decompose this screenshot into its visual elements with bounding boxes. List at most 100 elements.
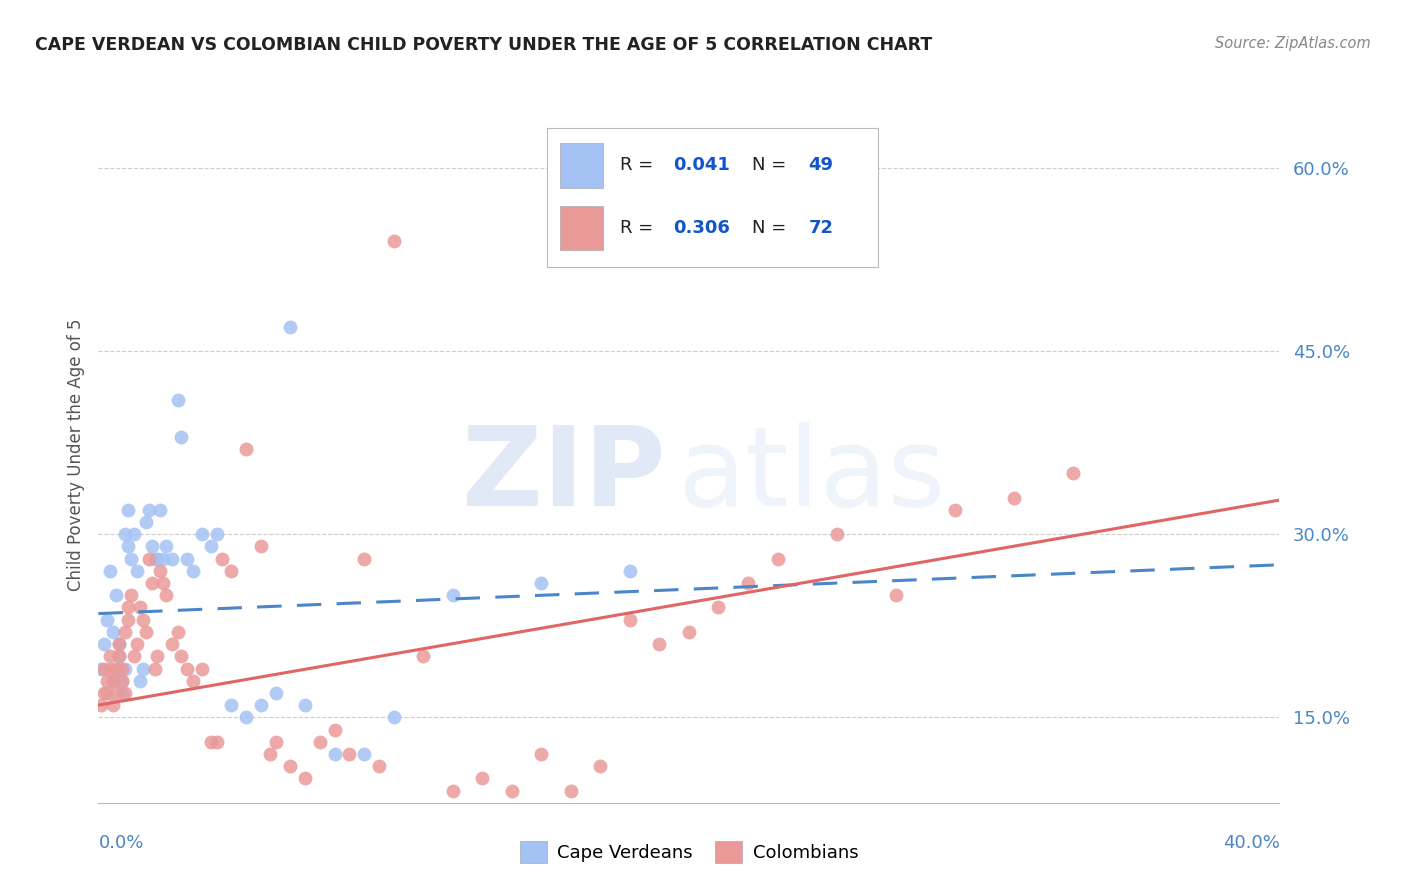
Text: 40.0%: 40.0%	[1223, 834, 1279, 852]
Point	[530, 576, 553, 591]
Point	[162, 637, 183, 651]
Point	[149, 503, 172, 517]
Point	[181, 564, 204, 578]
Point	[176, 551, 198, 566]
Point	[117, 600, 139, 615]
Point	[264, 735, 287, 749]
Text: ZIP: ZIP	[463, 422, 665, 529]
Point	[103, 624, 125, 639]
Point	[884, 588, 907, 602]
Point	[138, 551, 160, 566]
Point	[737, 576, 759, 591]
Point	[125, 637, 148, 651]
Point	[560, 783, 582, 797]
Point	[648, 637, 671, 651]
Point	[108, 637, 131, 651]
Point	[105, 661, 128, 675]
Point	[294, 698, 316, 713]
Point	[264, 686, 287, 700]
Point	[103, 673, 125, 688]
Point	[128, 673, 150, 688]
Point	[90, 698, 112, 713]
Point	[1062, 467, 1084, 481]
Point	[382, 235, 405, 249]
Point	[105, 588, 128, 602]
Point	[353, 551, 375, 566]
Point	[501, 783, 523, 797]
Point	[943, 503, 966, 517]
Point	[146, 551, 169, 566]
Point	[120, 551, 142, 566]
Point	[191, 527, 214, 541]
Point	[108, 649, 131, 664]
Point	[155, 588, 177, 602]
Point	[132, 661, 155, 675]
Point	[125, 564, 148, 578]
Point	[678, 624, 700, 639]
Point	[93, 661, 115, 675]
Point	[200, 735, 222, 749]
Point	[825, 527, 848, 541]
Point	[441, 588, 464, 602]
Point	[93, 637, 115, 651]
Point	[250, 698, 273, 713]
Point	[114, 686, 136, 700]
Point	[103, 673, 125, 688]
Point	[93, 686, 115, 700]
Point	[162, 551, 183, 566]
Point	[114, 527, 136, 541]
Point	[200, 540, 222, 554]
Point	[98, 564, 121, 578]
Point	[235, 710, 257, 724]
Point	[90, 661, 112, 675]
Point	[120, 588, 142, 602]
Point	[141, 576, 163, 591]
Point	[221, 698, 243, 713]
Point	[132, 613, 155, 627]
Point	[205, 735, 228, 749]
Point	[152, 551, 174, 566]
Point	[619, 613, 641, 627]
Point	[111, 661, 134, 675]
Point	[280, 759, 302, 773]
Point	[170, 429, 193, 443]
Point	[211, 551, 233, 566]
Point	[589, 759, 612, 773]
Point	[111, 686, 134, 700]
Point	[117, 613, 139, 627]
Point	[235, 442, 257, 456]
Point	[143, 661, 166, 675]
Point	[143, 551, 166, 566]
Point	[122, 527, 145, 541]
Point	[309, 735, 332, 749]
Point	[382, 710, 405, 724]
Point	[103, 698, 125, 713]
Point	[141, 540, 163, 554]
Y-axis label: Child Poverty Under the Age of 5: Child Poverty Under the Age of 5	[66, 318, 84, 591]
Point	[96, 673, 118, 688]
Point	[128, 600, 150, 615]
Point	[707, 600, 730, 615]
Point	[294, 772, 316, 786]
Point	[96, 613, 118, 627]
Point	[149, 564, 172, 578]
Point	[323, 747, 346, 761]
Point	[368, 759, 391, 773]
Point	[167, 624, 190, 639]
Point	[105, 661, 128, 675]
Point	[96, 686, 118, 700]
Point	[191, 661, 214, 675]
Text: CAPE VERDEAN VS COLOMBIAN CHILD POVERTY UNDER THE AGE OF 5 CORRELATION CHART: CAPE VERDEAN VS COLOMBIAN CHILD POVERTY …	[35, 36, 932, 54]
Point	[98, 661, 121, 675]
Point	[111, 673, 134, 688]
Point	[176, 661, 198, 675]
Point	[167, 392, 190, 407]
Point	[181, 673, 204, 688]
Point	[221, 564, 243, 578]
Legend: Cape Verdeans, Colombians: Cape Verdeans, Colombians	[512, 834, 866, 871]
Point	[339, 747, 361, 761]
Point	[323, 723, 346, 737]
Point	[170, 649, 193, 664]
Point	[114, 624, 136, 639]
Point	[98, 649, 121, 664]
